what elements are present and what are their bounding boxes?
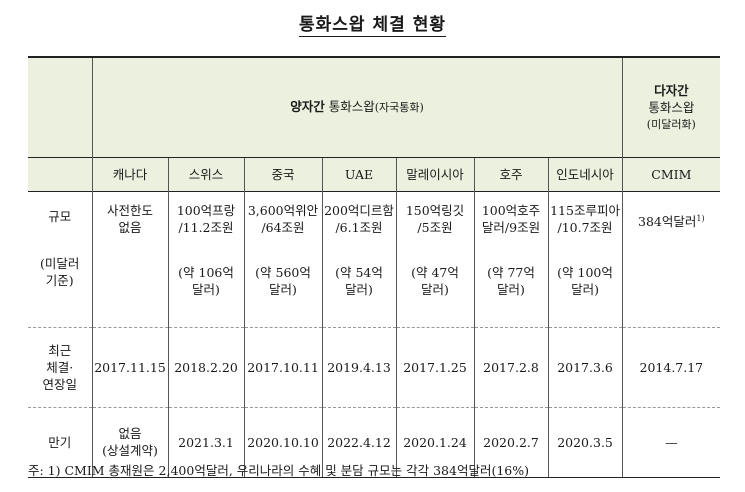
scale-cell: 100억프랑 /11.2조원 (약 106억 달러) bbox=[167, 190, 244, 327]
maturity-cell: 없음 (상설계약) bbox=[91, 406, 168, 478]
header-corner-cell bbox=[28, 56, 92, 157]
date-cell: 2014.7.17 bbox=[621, 326, 721, 407]
bilateral-swap-header: 양자간 통화스왑(자국통화) bbox=[91, 56, 623, 157]
row-label-maturity: 만기 bbox=[28, 406, 92, 478]
col-header: 캐나다 bbox=[91, 156, 168, 191]
currency-swap-table: 양자간 통화스왑(자국통화) 다자간 통화스왑 (미달러화) 캐나다 스위스 중… bbox=[28, 56, 721, 478]
date-cell: 2017.3.6 bbox=[547, 326, 623, 407]
scale-cell: 3,600억위안 /64조원 (약 560억 달러) bbox=[243, 190, 322, 327]
date-cell: 2017.10.11 bbox=[243, 326, 322, 407]
maturity-cell: 2020.3.5 bbox=[547, 406, 623, 478]
col-header: 호주 bbox=[473, 156, 548, 191]
scale-cell: 100억호주 달러/9조원 (약 77억 달러) bbox=[473, 190, 548, 327]
col-header: 인도네시아 bbox=[547, 156, 623, 191]
col-header: 말레이시아 bbox=[395, 156, 474, 191]
country-header-row: 캐나다 스위스 중국 UAE 말레이시아 호주 인도네시아 CMIM bbox=[28, 156, 721, 191]
scale-cell: 200억디르함 /6.1조원 (약 54억 달러) bbox=[321, 190, 396, 327]
maturity-cell: 2020.1.24 bbox=[395, 406, 474, 478]
scale-row: 규모 (미달러 기준) 사전한도 없음 100억프랑 /11.2조원 (약 10… bbox=[28, 190, 721, 327]
maturity-cell: — bbox=[621, 406, 721, 478]
row-label-scale: 규모 (미달러 기준) bbox=[28, 190, 92, 327]
recent-date-row: 최근 체결· 연장일 2017.11.15 2018.2.20 2017.10.… bbox=[28, 326, 721, 407]
col-header: UAE bbox=[321, 156, 396, 191]
date-cell: 2018.2.20 bbox=[167, 326, 244, 407]
maturity-cell: 2021.3.1 bbox=[167, 406, 244, 478]
col-header: 스위스 bbox=[167, 156, 244, 191]
row-label-recent: 최근 체결· 연장일 bbox=[28, 326, 92, 407]
page-title: 통화스왑 체결 현황 bbox=[299, 15, 446, 37]
footnote: 주: 1) CMIM 총재원은 2,400억달러, 우리나라의 수혜 및 분담 … bbox=[28, 463, 530, 478]
multilateral-swap-header: 다자간 통화스왑 (미달러화) bbox=[621, 56, 721, 157]
header-blank-cell bbox=[28, 156, 92, 191]
date-cell: 2017.2.8 bbox=[473, 326, 548, 407]
scale-cell: 150억링깃 /5조원 (약 47억 달러) bbox=[395, 190, 474, 327]
scale-cell: 사전한도 없음 bbox=[91, 190, 168, 327]
maturity-cell: 2022.4.12 bbox=[321, 406, 396, 478]
date-cell: 2019.4.13 bbox=[321, 326, 396, 407]
maturity-cell: 2020.2.7 bbox=[473, 406, 548, 478]
col-header: CMIM bbox=[621, 156, 721, 191]
scale-cell: 115조루피아 /10.7조원 (약 100억 달러) bbox=[547, 190, 623, 327]
scale-cell: 384억달러1) bbox=[621, 190, 721, 327]
date-cell: 2017.11.15 bbox=[91, 326, 168, 407]
col-header: 중국 bbox=[243, 156, 322, 191]
maturity-cell: 2020.10.10 bbox=[243, 406, 322, 478]
date-cell: 2017.1.25 bbox=[395, 326, 474, 407]
maturity-row: 만기 없음 (상설계약) 2021.3.1 2020.10.10 2022.4.… bbox=[28, 406, 721, 478]
